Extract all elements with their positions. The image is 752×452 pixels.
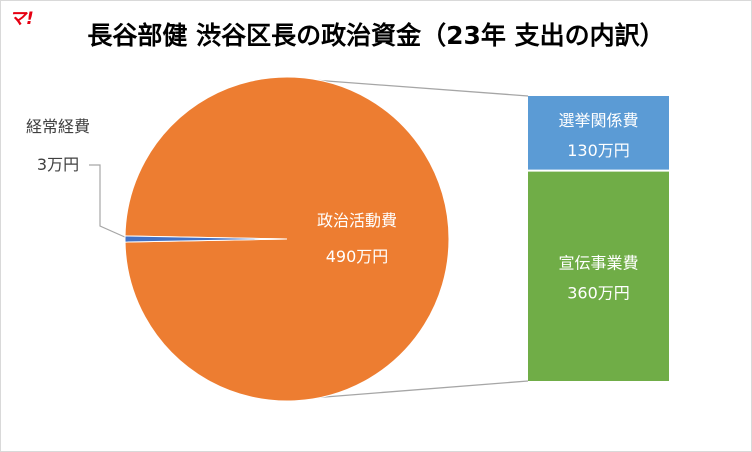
pie [124, 76, 450, 402]
bar-segment-advertising [528, 171, 669, 381]
chart-title: 長谷部健 渋谷区長の政治資金（23年 支出の内訳） [87, 21, 665, 50]
bar-label-advertising: 宣伝事業費 [558, 253, 638, 272]
connector-line-bottom [286, 380, 529, 401]
bar-label-election: 選挙関係費 [558, 111, 638, 130]
pie-label-political-activity: 政治活動費 [317, 211, 397, 230]
pie-slice-political-activity [124, 76, 450, 402]
bar-value-election: 130万円 [567, 141, 630, 160]
brand-logo: マ! [9, 9, 34, 29]
bar-value-advertising: 360万円 [567, 283, 630, 302]
connector-lines [89, 77, 529, 401]
leader-line-recurring-expenses [89, 164, 128, 239]
bar-segment-election [528, 96, 669, 170]
pie-value-recurring-expenses: 3万円 [37, 155, 79, 174]
stacked-bar [528, 96, 669, 381]
pie-label-recurring-expenses: 経常経費 [26, 117, 90, 136]
pie-slice-recurring-expenses [124, 235, 288, 243]
pie-value-political-activity: 490万円 [326, 247, 389, 266]
connector-line-top [286, 77, 529, 97]
